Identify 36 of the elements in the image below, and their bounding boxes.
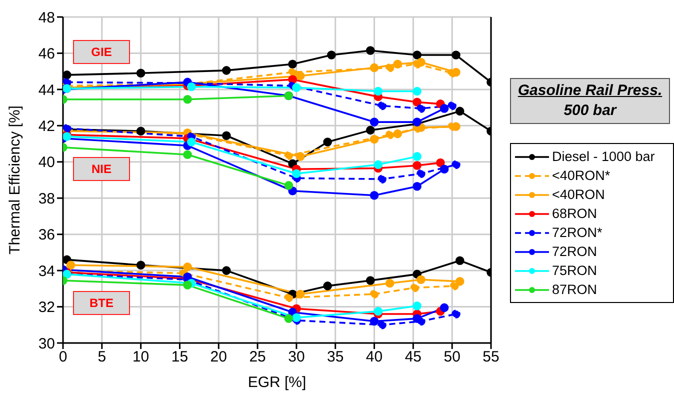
x-tick-label: 25 <box>249 348 266 366</box>
x-axis-title: EGR [%] <box>248 374 306 391</box>
legend-label: Diesel - 1000 bar <box>552 149 655 164</box>
annotation: BTE <box>73 291 130 315</box>
x-tick-label: 5 <box>98 348 106 366</box>
legend-label: 72RON* <box>552 225 602 240</box>
y-tick-label: 36 <box>38 226 55 244</box>
y-tick-label: 44 <box>38 82 55 99</box>
annotation: GIE <box>73 40 130 64</box>
x-tick-label: 40 <box>366 348 383 366</box>
y-tick-label: 46 <box>38 46 55 63</box>
x-tick-label: 30 <box>288 348 305 366</box>
y-tick-label: 30 <box>38 335 55 352</box>
x-tick-label: 10 <box>132 348 150 366</box>
legend-label: 87RON <box>552 282 598 297</box>
x-tick-label: 35 <box>327 348 344 366</box>
x-tick-label: 45 <box>404 348 422 366</box>
y-tick-label: 42 <box>38 118 55 135</box>
annotation: NIE <box>73 157 130 181</box>
y-tick-label: 40 <box>38 154 55 172</box>
y-tick-label: 38 <box>38 190 55 208</box>
legend-title: Gasoline Rail Press. 500 bar <box>511 81 669 121</box>
y-tick-label: 34 <box>38 262 55 280</box>
x-tick-label: 50 <box>444 348 460 366</box>
y-axis-title: Thermal Efficiency [%] <box>6 106 24 254</box>
y-tick-label: 48 <box>38 9 55 26</box>
x-tick-label: 0 <box>58 348 68 366</box>
legend-label: <40RON* <box>552 168 610 183</box>
legend-label: <40RON <box>552 187 605 202</box>
x-tick-label: 20 <box>210 348 227 366</box>
legend-label: 75RON <box>552 263 598 278</box>
legend-label: 68RON <box>552 206 598 221</box>
x-tick-label: 15 <box>171 348 188 366</box>
legend-label: 72RON <box>552 244 598 259</box>
x-tick-label: 55 <box>482 348 500 366</box>
y-tick-label: 32 <box>38 299 55 316</box>
